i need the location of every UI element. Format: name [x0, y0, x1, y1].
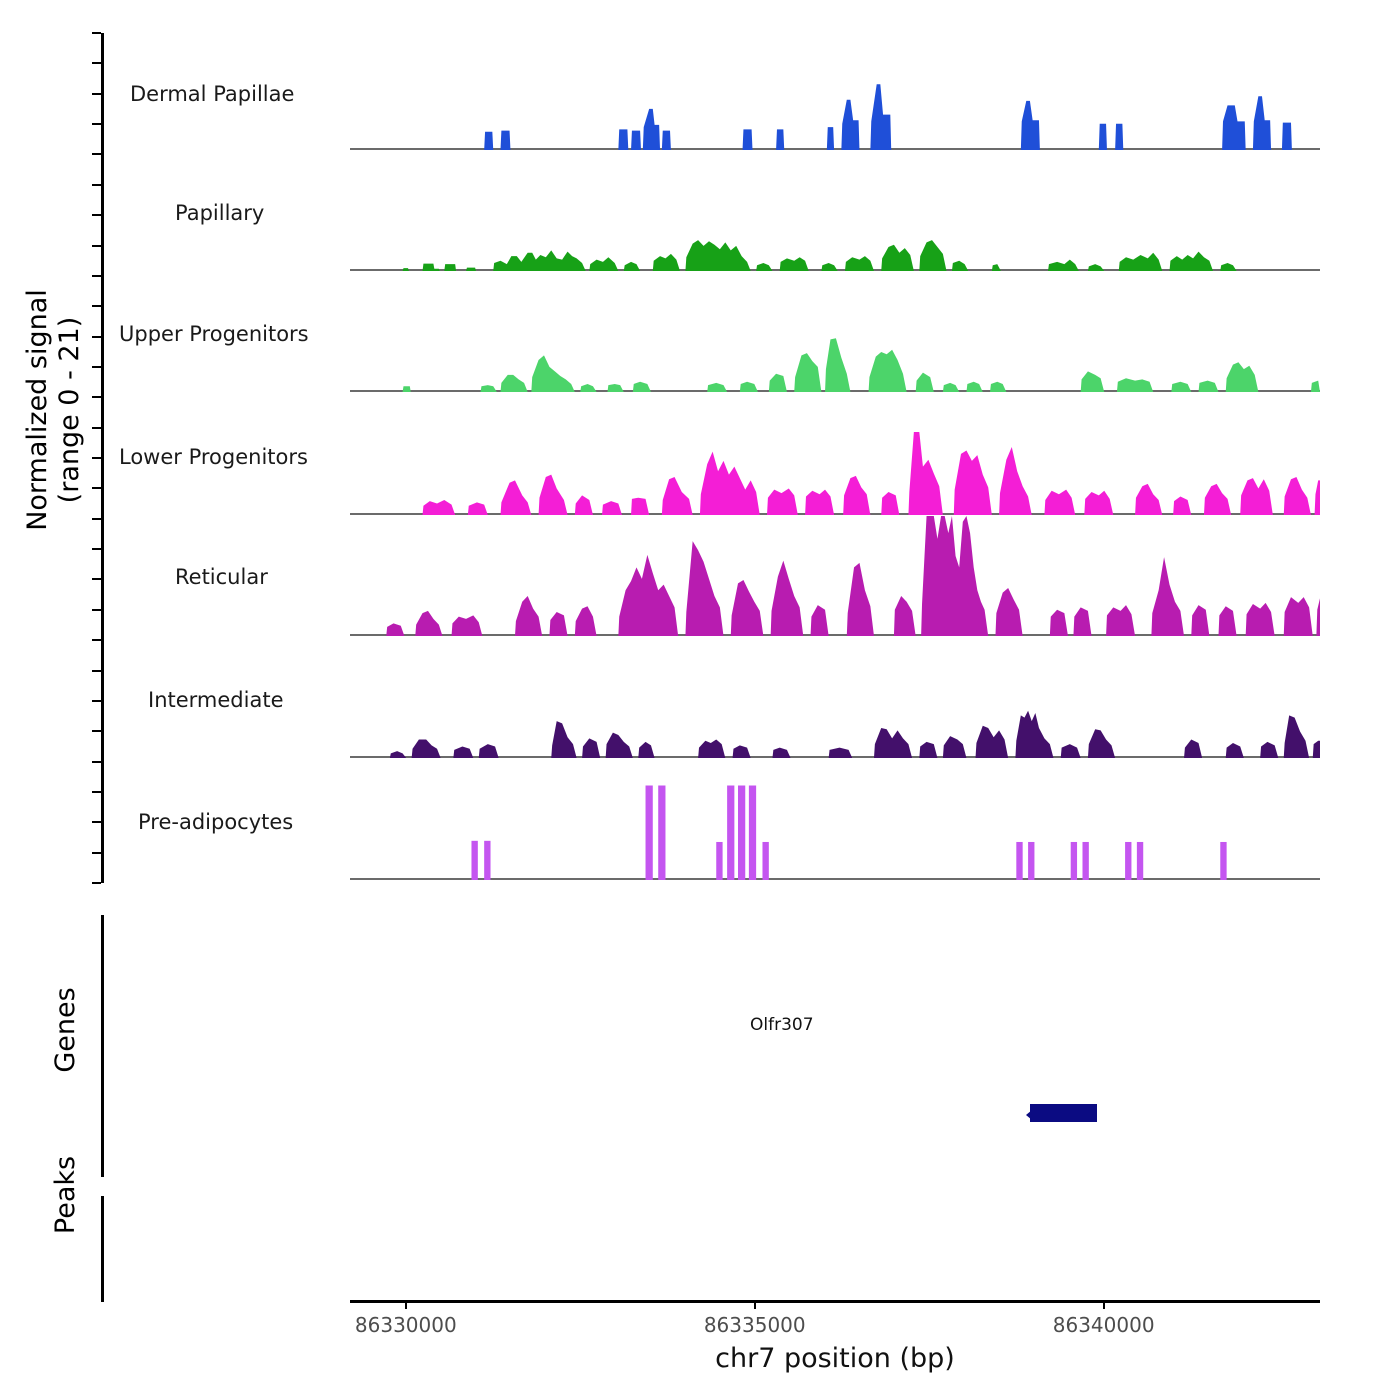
signal-area-path: [350, 710, 1320, 758]
genes-axis-spine: [101, 915, 104, 1177]
y-axis-title-line1: Normalized signal: [22, 289, 53, 531]
track-papillary: [350, 150, 1320, 271]
signal-axis-tick: [92, 699, 101, 702]
track-baseline: [350, 878, 1320, 880]
track-label-papillary: Papillary: [175, 201, 265, 225]
peaks-axis-spine: [101, 1196, 104, 1302]
signal-axis-tick: [92, 153, 101, 156]
gene-bars-container: [350, 915, 1320, 1177]
signal-axis-tick: [92, 669, 101, 672]
signal-spike: [1125, 841, 1132, 880]
signal-axis-tick: [92, 608, 101, 611]
signal-axis-tick: [92, 396, 101, 399]
signal-area-upper-progenitors: [350, 338, 1320, 392]
signal-axis-tick: [92, 32, 101, 34]
signal-spike: [738, 785, 746, 880]
y-axis-title: Normalized signal (range 0 - 21): [22, 200, 86, 620]
track-lower-progenitors: [350, 393, 1320, 515]
signal-spike: [1136, 841, 1144, 880]
signal-spike: [762, 841, 769, 880]
signal-area-dermal-papillae: [350, 84, 1320, 150]
signal-axis-tick: [92, 760, 101, 763]
signal-axis-tick: [92, 730, 101, 733]
y-axis-title-line2: (range 0 - 21): [53, 316, 85, 504]
signal-axis-tick: [92, 426, 101, 429]
x-axis-tick: [753, 1300, 756, 1309]
peaks-axis-title: Peaks: [50, 1155, 81, 1235]
signal-area-path: [350, 516, 1320, 636]
signal-axis-tick: [92, 882, 101, 884]
x-axis-spine: [350, 1300, 1320, 1303]
track-reticular: [350, 515, 1320, 636]
signal-axis-tick: [92, 790, 101, 793]
track-pre-adipocytes: [350, 758, 1320, 880]
signal-spike: [1070, 841, 1078, 880]
signal-axis-tick: [92, 639, 101, 642]
signal-spike: [484, 840, 491, 880]
signal-spike: [1220, 841, 1227, 880]
signal-axis-tick: [92, 92, 101, 95]
track-baseline: [350, 513, 1320, 515]
signal-area-lower-progenitors: [350, 432, 1320, 515]
signal-area-reticular: [350, 516, 1320, 636]
signal-axis-tick: [92, 183, 101, 186]
x-axis-tick-label: 86340000: [1052, 1313, 1155, 1337]
x-axis-tick: [1102, 1300, 1105, 1309]
signal-spike: [727, 785, 735, 880]
signal-axis-tick: [92, 487, 101, 490]
signal-area-papillary: [350, 240, 1320, 271]
signal-spike: [471, 840, 478, 880]
signal-area-path: [350, 84, 1320, 150]
signal-axis-tick: [92, 214, 101, 217]
signal-spike: [716, 841, 723, 880]
signal-area-path: [350, 240, 1320, 271]
track-label-pre-adipocytes: Pre-adipocytes: [138, 810, 294, 834]
signal-spike: [1028, 841, 1035, 880]
track-label-lower-progenitors: Lower Progenitors: [119, 445, 308, 469]
x-axis-tick-label: 86335000: [703, 1313, 806, 1337]
signal-axis-tick: [92, 123, 101, 126]
track-baseline: [350, 148, 1320, 150]
signal-axis-tick: [92, 365, 101, 368]
signal-axis-tick: [92, 335, 101, 338]
signal-axis-tick: [92, 305, 101, 308]
x-axis-tick: [404, 1300, 407, 1309]
signal-axis-tick: [92, 851, 101, 854]
signal-axis-tick: [92, 578, 101, 581]
signal-axis-tick: [92, 244, 101, 247]
gene-body[interactable]: [1029, 1104, 1097, 1122]
peaks-panel: [350, 1196, 1320, 1302]
signal-axis-tick: [92, 457, 101, 459]
signal-spike: [645, 785, 653, 880]
track-intermediate: [350, 636, 1320, 758]
gene-strand-arrow-icon: [1025, 1110, 1032, 1120]
signal-axis-tick: [92, 274, 101, 277]
track-baseline: [350, 634, 1320, 636]
signal-area-path: [350, 432, 1320, 515]
signal-area-intermediate: [350, 710, 1320, 758]
signal-axis-tick: [92, 821, 101, 824]
signal-axis-tick: [92, 62, 101, 65]
signal-axis-tick: [92, 548, 101, 551]
track-label-intermediate: Intermediate: [148, 688, 284, 712]
x-axis-tick-label: 86330000: [354, 1313, 457, 1337]
signal-spike: [1016, 841, 1023, 880]
track-dermal-papillae: [350, 29, 1320, 150]
signal-axis-tick: [92, 517, 101, 520]
signal-area-path: [350, 338, 1320, 392]
signal-spike: [748, 785, 757, 880]
genes-panel: Olfr307: [350, 915, 1320, 1177]
signal-spike: [1082, 841, 1089, 880]
signal-area-pre-adipocytes: [471, 785, 1227, 880]
signal-axis-spine: [101, 33, 104, 883]
track-upper-progenitors: [350, 271, 1320, 392]
track-label-reticular: Reticular: [175, 565, 268, 589]
signal-spike: [658, 785, 666, 880]
x-axis-title: chr7 position (bp): [715, 1343, 955, 1374]
track-label-dermal-papillae: Dermal Papillae: [130, 82, 295, 106]
track-label-upper-progenitors: Upper Progenitors: [119, 322, 309, 346]
gene-label-olfr307: Olfr307: [750, 1015, 814, 1035]
